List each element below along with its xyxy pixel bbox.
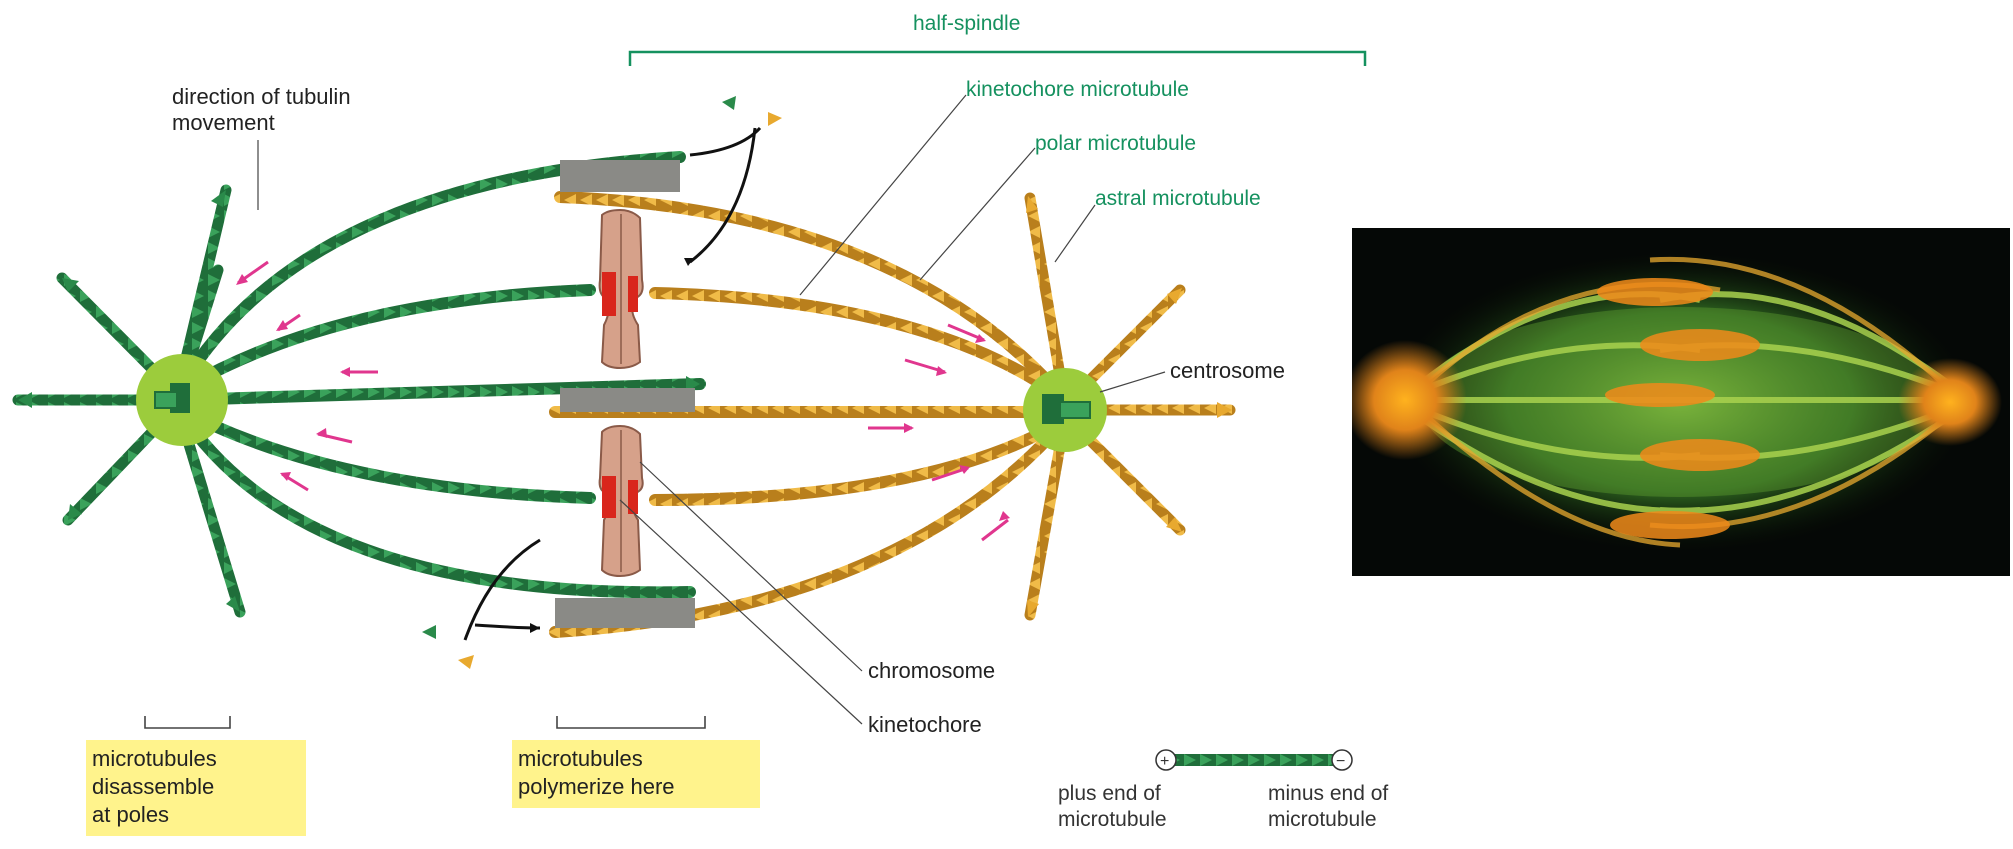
green-tubule-upper <box>172 284 596 398</box>
svg-text:microtubules: microtubules <box>92 746 217 771</box>
plus-end-label-line1: plus end of <box>1058 782 1161 805</box>
polymerization-zones <box>555 160 695 628</box>
astral-microtubule-label: astral microtubule <box>1095 187 1261 210</box>
plus-end-label-line2: microtubule <box>1058 808 1167 831</box>
svg-text:+: + <box>1160 753 1169 770</box>
svg-text:−: − <box>1336 753 1345 770</box>
half-spindle-bracket <box>628 50 1367 66</box>
spindle-diagram: half-spindle direction of tubulin moveme… <box>12 12 1388 836</box>
tubulin-exchange-arrows <box>463 126 762 641</box>
gray-zone-top <box>560 160 680 192</box>
half-spindle-label: half-spindle <box>913 12 1020 35</box>
chromosome-top <box>598 208 644 370</box>
gray-zone-bottom <box>555 598 695 628</box>
green-tubule-tips <box>18 190 700 612</box>
green-tubule-lower <box>172 402 596 504</box>
right-centrosome <box>1023 368 1107 452</box>
svg-text:at poles: at poles <box>92 802 169 827</box>
polarity-legend: + − plus end of microtubule minus end of… <box>1058 749 1388 831</box>
tubulin-subunits <box>422 96 782 669</box>
kinetochore-label: kinetochore <box>868 712 982 737</box>
orange-tubule-upper <box>649 287 1071 406</box>
kinetochore-top <box>602 272 616 316</box>
green-tubule-middle <box>172 378 706 406</box>
plus-end-symbol <box>1155 749 1177 771</box>
centrosome-label: centrosome <box>1170 358 1285 383</box>
orange-tubule-tips <box>1026 196 1232 617</box>
kinetochore-microtubule-label: kinetochore microtubule <box>966 78 1189 101</box>
svg-text:polymerize here: polymerize here <box>518 774 675 799</box>
green-tubule-bottom <box>172 402 696 599</box>
polymerize-box: microtubules polymerize here <box>512 740 760 808</box>
direction-label-line2: movement <box>172 110 275 135</box>
minus-end-symbol <box>1331 749 1353 771</box>
direction-label-line1: direction of tubulin <box>172 84 351 109</box>
left-centrosome <box>136 354 228 446</box>
bottom-brackets <box>144 716 706 729</box>
orange-tubule-lower <box>649 414 1071 506</box>
leader-lines <box>257 94 1166 725</box>
minus-end-label-line2: microtubule <box>1268 808 1377 831</box>
polar-microtubule-label: polar microtubule <box>1035 132 1196 155</box>
minus-end-label-line1: minus end of <box>1268 782 1388 805</box>
spindle-micrograph <box>1352 228 2010 576</box>
svg-text:disassemble: disassemble <box>92 774 214 799</box>
orange-tubule-top <box>554 191 1071 406</box>
svg-text:microtubules: microtubules <box>518 746 643 771</box>
direction-arrowheads <box>236 274 1010 521</box>
gray-zone-middle <box>560 388 695 412</box>
kinetochore-bottom <box>602 476 616 518</box>
chromosome-label: chromosome <box>868 658 995 683</box>
disassemble-box: microtubules disassemble at poles <box>86 740 306 836</box>
